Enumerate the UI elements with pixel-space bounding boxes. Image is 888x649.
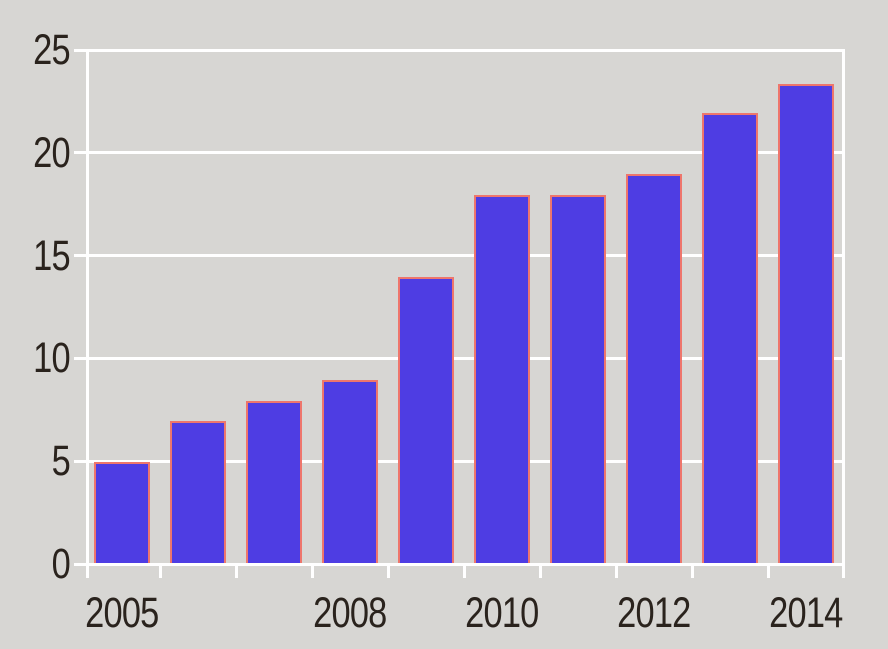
x-axis-label-text: 2010 [465,589,539,637]
y-axis-line [85,48,89,578]
bar-2007 [246,400,302,565]
y-axis-label-text: 15 [33,231,70,280]
x-axis-label-text: 2008 [313,589,387,637]
bar-2005 [94,462,150,565]
bar-2008 [322,379,378,565]
y-axis-label-text: 10 [33,334,70,383]
y-axis-label-0: 0 [0,540,71,588]
gridline-y-5 [74,459,844,463]
x-axis-tick [766,564,770,578]
x-axis-tick [614,564,618,578]
y-axis-label-text: 5 [51,437,71,486]
y-axis-label-10: 10 [0,334,70,383]
y-axis-label-text: 0 [51,540,71,588]
x-axis-tick [538,564,542,578]
x-axis-label-text: 2012 [617,589,691,637]
x-axis-label-2012: 2012 [584,589,724,637]
x-axis-tick [158,564,162,578]
x-axis-line [74,562,844,566]
y-axis-label-15: 15 [0,231,70,280]
bar-2011 [550,194,606,565]
gridline-y-25 [74,48,844,52]
x-axis-label-text: 2005 [85,589,159,637]
y-axis-label-5: 5 [0,437,71,486]
bar-2012 [626,174,682,565]
x-axis-label-2010: 2010 [432,589,572,637]
bar-2006 [170,421,226,565]
y-axis-label-20: 20 [0,128,70,177]
x-axis-label-text: 2014 [769,589,843,637]
bar-2013 [702,112,758,565]
x-axis-tick [690,564,694,578]
bar-2014 [778,83,834,565]
y-axis-label-text: 25 [33,26,70,74]
y-axis-label-25: 25 [0,26,70,74]
x-axis-label-2008: 2008 [280,589,420,637]
x-axis-label-2005: 2005 [52,589,192,637]
gridline-y-20 [74,151,844,155]
x-axis-label-2014: 2014 [736,589,876,637]
right-frame-line [841,48,845,578]
x-axis-tick [462,564,466,578]
gridline-y-15 [74,254,844,258]
x-axis-tick [310,564,314,578]
y-axis-label-text: 20 [33,128,70,177]
bar-2009 [398,277,454,565]
x-axis-tick [386,564,390,578]
x-axis-tick [234,564,238,578]
gridline-y-10 [74,356,844,360]
bar-2010 [474,194,530,565]
